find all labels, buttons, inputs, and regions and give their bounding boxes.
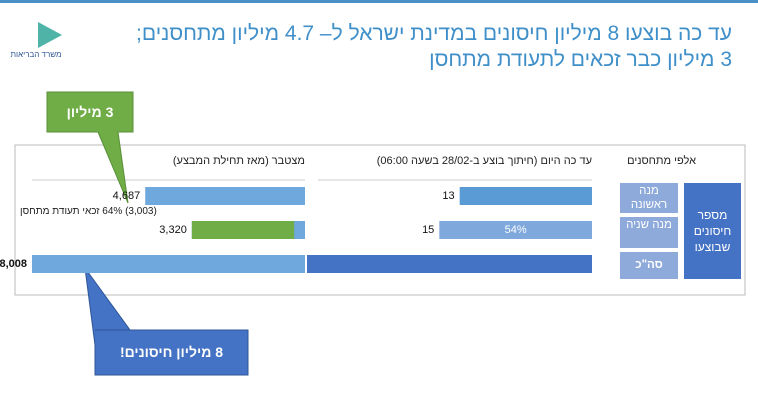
chart-title: עד כה היום (חיתוך בוצע ב-28/02 בשעה 06:0… xyxy=(376,155,592,167)
row-header: מספר חיסונים שבוצעו xyxy=(693,208,732,254)
panel xyxy=(14,144,746,296)
eligible-bar xyxy=(191,221,295,239)
units-label: אלפי מתחסנים xyxy=(627,155,696,167)
bar xyxy=(439,221,592,239)
top-rule xyxy=(0,0,758,3)
row-label: מנה ראשונה xyxy=(630,185,668,211)
row-label: סה"כ xyxy=(635,259,663,271)
row-label: מנה שניה xyxy=(626,219,672,231)
bar xyxy=(459,187,592,205)
chart-title: מצטבר (מאז תחילת המבצע) xyxy=(172,155,305,167)
callout-green xyxy=(46,91,134,204)
eligible-label: (3,003) 64% זכאי תעודת מתחסן xyxy=(20,206,157,217)
value-label: 4,687 xyxy=(113,190,141,202)
callout-blue xyxy=(84,267,249,376)
bar-text: 54% xyxy=(505,224,527,236)
logo-mark xyxy=(38,22,62,48)
row-box xyxy=(620,217,678,248)
bar xyxy=(307,255,592,273)
value-label: 3,320 xyxy=(159,224,187,236)
logo-text: משרד הבריאות xyxy=(10,50,62,59)
value-label: 8,008 xyxy=(0,258,27,270)
row-header-box xyxy=(684,183,741,279)
row-box xyxy=(620,183,678,213)
row-box xyxy=(620,252,678,279)
bar xyxy=(32,255,305,273)
value-label: 15 xyxy=(422,224,434,236)
title-line: עד כה בוצעו 8 מיליון חיסונים במדינת ישרא… xyxy=(136,22,732,45)
value-label: 13 xyxy=(442,190,454,202)
title-line: 3 מיליון כבר זכאים לתעודת מתחסן xyxy=(429,48,732,71)
callout-text: 8 מיליון חיסונים! xyxy=(119,344,224,360)
callout-text: 3 מיליון xyxy=(66,104,114,120)
bar xyxy=(145,187,305,205)
